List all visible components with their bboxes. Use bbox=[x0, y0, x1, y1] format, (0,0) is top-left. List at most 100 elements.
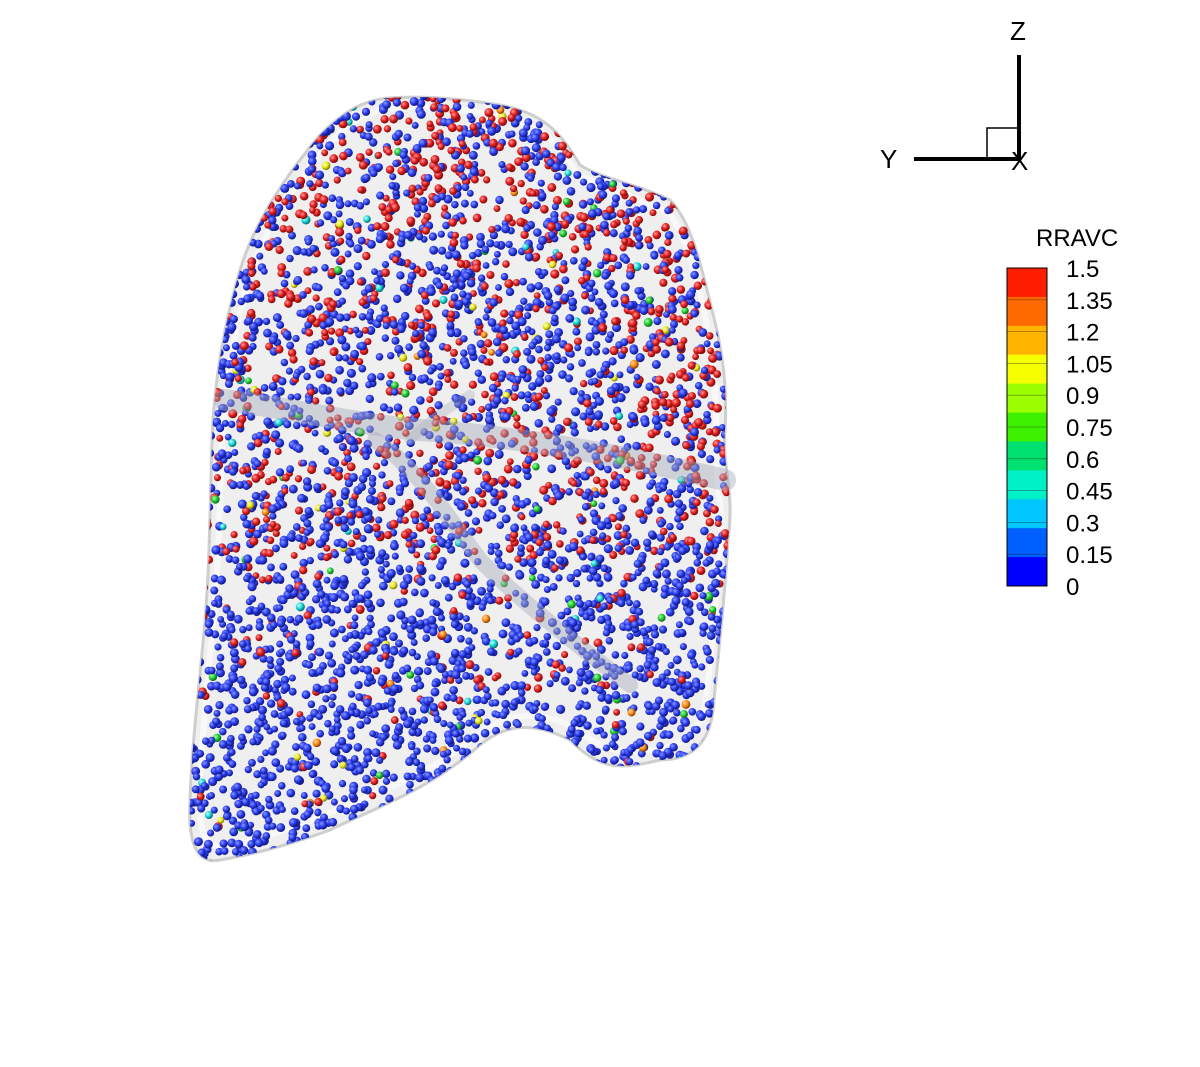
particle-blue bbox=[449, 694, 458, 702]
particle-red bbox=[637, 643, 646, 652]
particle-blue bbox=[548, 415, 556, 423]
particle-blue bbox=[292, 116, 301, 125]
particle-red bbox=[228, 266, 236, 274]
particle-blue bbox=[470, 574, 478, 582]
particle-blue bbox=[520, 162, 529, 171]
particle-red bbox=[383, 530, 393, 540]
particle-red bbox=[222, 223, 231, 232]
particle-blue bbox=[521, 146, 531, 156]
particle-blue bbox=[521, 814, 531, 824]
particle-red bbox=[419, 157, 429, 167]
particle-blue bbox=[530, 133, 540, 143]
particle-blue bbox=[293, 182, 301, 190]
particle-red bbox=[198, 97, 207, 101]
particle-blue bbox=[405, 565, 414, 573]
particle-blue bbox=[693, 558, 702, 567]
particle-blue bbox=[690, 822, 700, 833]
particle-blue bbox=[484, 403, 493, 412]
particle-blue bbox=[215, 304, 224, 313]
particle-blue bbox=[602, 629, 611, 637]
particle-blue bbox=[542, 648, 551, 656]
particle-blue bbox=[644, 702, 654, 711]
particle-blue bbox=[245, 607, 253, 615]
particle-red bbox=[276, 289, 286, 299]
particle-blue bbox=[193, 436, 202, 445]
particle-red bbox=[250, 150, 259, 159]
particle-blue bbox=[339, 540, 348, 549]
particle-blue bbox=[417, 844, 425, 853]
particle-red bbox=[720, 190, 730, 199]
particle-blue bbox=[213, 134, 222, 144]
particle-blue bbox=[203, 161, 213, 172]
particle-red bbox=[535, 392, 544, 401]
particle-blue bbox=[510, 523, 520, 533]
particle-red bbox=[373, 222, 382, 231]
particle-red bbox=[543, 430, 553, 440]
particle-cyan bbox=[263, 121, 271, 129]
particle-blue bbox=[587, 294, 596, 302]
particle-red bbox=[239, 194, 249, 204]
particle-blue bbox=[412, 758, 421, 767]
particle-blue bbox=[442, 221, 450, 230]
particle-blue bbox=[481, 852, 489, 860]
particle-blue bbox=[299, 558, 308, 568]
particle-blue bbox=[327, 102, 335, 110]
particle-blue bbox=[350, 381, 359, 390]
particle-blue bbox=[319, 845, 328, 854]
particle-blue bbox=[439, 846, 449, 856]
particle-blue bbox=[565, 626, 574, 635]
particle-blue bbox=[310, 266, 318, 274]
particle-blue bbox=[585, 407, 594, 416]
particle-red bbox=[478, 405, 486, 413]
particle-red bbox=[725, 331, 731, 340]
particle-blue bbox=[189, 567, 197, 575]
particle-red bbox=[696, 566, 706, 576]
particle-blue bbox=[275, 438, 285, 448]
particle-red bbox=[247, 269, 256, 277]
particle-blue bbox=[308, 115, 318, 125]
particle-blue bbox=[667, 771, 676, 780]
particle-red bbox=[287, 348, 297, 358]
particle-blue bbox=[189, 694, 196, 703]
particle-red bbox=[356, 358, 364, 366]
particle-red bbox=[722, 321, 731, 331]
particle-red bbox=[533, 684, 543, 693]
particle-blue bbox=[541, 760, 549, 768]
particle-red bbox=[299, 542, 307, 551]
particle-blue bbox=[363, 590, 373, 600]
particle-red bbox=[592, 476, 601, 485]
particle-red bbox=[546, 222, 556, 232]
particle-red bbox=[281, 146, 291, 156]
particle-blue bbox=[248, 322, 259, 332]
particle-red bbox=[602, 253, 612, 262]
particle-blue bbox=[517, 391, 526, 400]
particle-red bbox=[268, 153, 277, 163]
particle-blue bbox=[286, 465, 295, 474]
particle-red bbox=[393, 449, 402, 458]
particle-blue bbox=[553, 627, 561, 635]
particle-blue bbox=[503, 720, 512, 729]
particle-cyan bbox=[219, 523, 227, 531]
particle-blue bbox=[553, 671, 561, 679]
particle-blue bbox=[303, 519, 312, 528]
particle-blue bbox=[596, 521, 607, 531]
particle-blue bbox=[700, 97, 710, 104]
particle-blue bbox=[400, 847, 410, 857]
particle-blue bbox=[592, 340, 601, 349]
particle-blue bbox=[328, 194, 337, 203]
particle-red bbox=[652, 344, 662, 354]
particle-red bbox=[514, 157, 523, 167]
particle-red bbox=[676, 341, 686, 351]
particle-red bbox=[258, 188, 268, 197]
particle-red bbox=[658, 397, 668, 407]
particle-red bbox=[705, 517, 715, 527]
particle-blue bbox=[711, 835, 720, 844]
particle-blue bbox=[656, 547, 665, 556]
particle-blue bbox=[460, 779, 469, 787]
particle-blue bbox=[203, 839, 213, 849]
particle-blue bbox=[685, 480, 693, 488]
particle-blue bbox=[692, 399, 702, 408]
particle-blue bbox=[364, 284, 374, 293]
particle-yellow bbox=[474, 717, 483, 725]
particle-blue bbox=[465, 129, 475, 138]
